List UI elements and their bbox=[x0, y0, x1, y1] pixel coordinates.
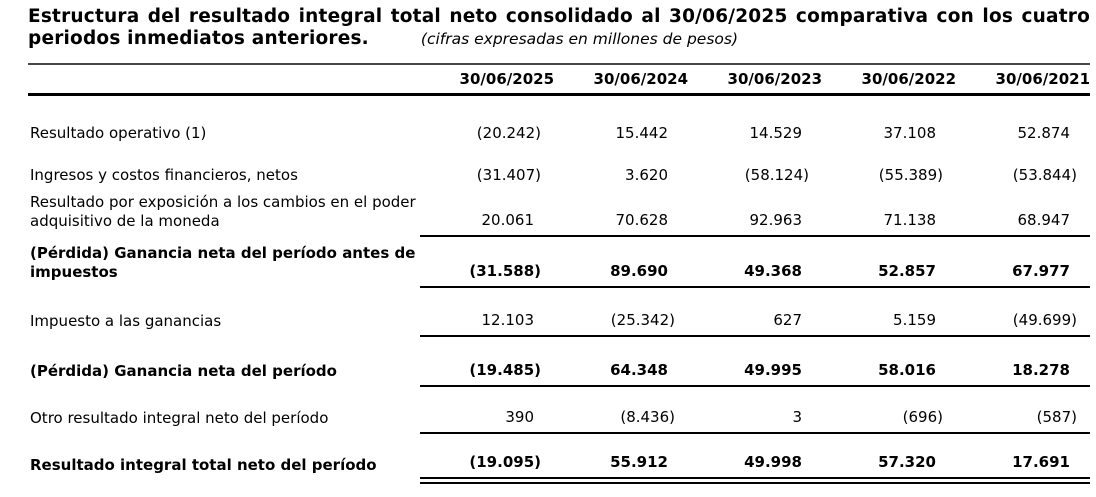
cell-value: 52.857 bbox=[822, 236, 956, 288]
cell-value: 92.963 bbox=[688, 190, 822, 237]
cell-value: 49.368 bbox=[688, 236, 822, 288]
cell-value: (8.436) bbox=[554, 386, 688, 434]
cell-value: 57.320 bbox=[822, 433, 956, 484]
income-statement-table: 30/06/2025 30/06/2024 30/06/2023 30/06/2… bbox=[28, 63, 1090, 484]
row-label: (Pérdida) Ganancia neta del período ante… bbox=[30, 244, 416, 281]
table-row: Resultado por exposición a los cambios e… bbox=[28, 190, 1090, 237]
cell-value: (31.407) bbox=[476, 166, 541, 184]
cell-value: 37.108 bbox=[883, 124, 937, 142]
column-header-2024: 30/06/2024 bbox=[554, 63, 688, 96]
cell-value: (31.588) bbox=[420, 236, 554, 288]
column-header-2023: 30/06/2023 bbox=[688, 63, 822, 96]
cell-value: 15.442 bbox=[615, 124, 669, 142]
row-label: Resultado operativo (1) bbox=[30, 124, 207, 142]
cell-value: 49.998 bbox=[688, 433, 822, 484]
cell-value: 17.691 bbox=[956, 433, 1090, 484]
cell-value: (55.389) bbox=[878, 166, 943, 184]
table-row: (Pérdida) Ganancia neta del período ante… bbox=[28, 236, 1090, 288]
cell-value: 71.138 bbox=[822, 190, 956, 237]
cell-value: 64.348 bbox=[554, 336, 688, 387]
table-row: Ingresos y costos financieros, netos (31.… bbox=[28, 148, 1090, 190]
cell-value: 67.977 bbox=[956, 236, 1090, 288]
cell-value: 55.912 bbox=[554, 433, 688, 484]
cell-value: 12.103 bbox=[420, 287, 554, 337]
cell-value: 68.947 bbox=[956, 190, 1090, 237]
cell-value: (53.844) bbox=[1012, 166, 1077, 184]
units-subtitle: (cifras expresadas en millones de pesos) bbox=[420, 30, 739, 48]
row-label: Resultado integral total neto del períod… bbox=[30, 456, 377, 474]
cell-value: 390 bbox=[420, 386, 554, 434]
cell-value: 5.159 bbox=[822, 287, 956, 337]
row-label: Impuesto a las ganancias bbox=[30, 312, 222, 330]
cell-value: 14.529 bbox=[749, 124, 803, 142]
cell-value: (587) bbox=[956, 386, 1090, 434]
title-line-1: Estructura del resultado integral total … bbox=[28, 6, 1090, 27]
cell-value: 58.016 bbox=[822, 336, 956, 387]
cell-value: 70.628 bbox=[554, 190, 688, 237]
cell-value: (25.342) bbox=[554, 287, 688, 337]
title-line-2: periodos inmediatos anteriores. bbox=[28, 28, 369, 49]
row-label: Otro resultado integral neto del período bbox=[30, 409, 329, 427]
table-row: (Pérdida) Ganancia neta del período (19.4… bbox=[28, 336, 1090, 387]
table-header-row: 30/06/2025 30/06/2024 30/06/2023 30/06/2… bbox=[28, 63, 1090, 96]
row-label: (Pérdida) Ganancia neta del período bbox=[30, 362, 337, 380]
cell-value: 18.278 bbox=[956, 336, 1090, 387]
cell-value: 89.690 bbox=[554, 236, 688, 288]
row-label: Resultado por exposición a los cambios e… bbox=[30, 193, 416, 230]
cell-value: (58.124) bbox=[744, 166, 809, 184]
document-title: Estructura del resultado integral total … bbox=[28, 6, 1090, 50]
row-label: Ingresos y costos financieros, netos bbox=[30, 166, 298, 184]
column-header-2021: 30/06/2021 bbox=[956, 63, 1090, 96]
cell-value: (20.242) bbox=[476, 124, 541, 142]
cell-value: 3 bbox=[688, 386, 822, 434]
table-row: Impuesto a las ganancias 12.103 (25.342) 62… bbox=[28, 287, 1090, 337]
cell-value: 20.061 bbox=[420, 190, 554, 237]
cell-value: 627 bbox=[688, 287, 822, 337]
cell-value: (19.485) bbox=[420, 336, 554, 387]
column-header-2022: 30/06/2022 bbox=[822, 63, 956, 96]
cell-value: 52.874 bbox=[1017, 124, 1071, 142]
column-header-2025: 30/06/2025 bbox=[420, 63, 554, 96]
cell-value: (19.095) bbox=[420, 433, 554, 484]
table-row: Resultado integral total neto del períod… bbox=[28, 433, 1090, 484]
cell-value: (49.699) bbox=[956, 287, 1090, 337]
cell-value: (696) bbox=[822, 386, 956, 434]
cell-value: 3.620 bbox=[625, 166, 668, 184]
table-row: Otro resultado integral neto del período… bbox=[28, 386, 1090, 434]
table-row: Resultado operativo (1) (20.242) 15.442 14.… bbox=[28, 94, 1090, 148]
cell-value: 49.995 bbox=[688, 336, 822, 387]
header-label-spacer bbox=[28, 63, 420, 96]
